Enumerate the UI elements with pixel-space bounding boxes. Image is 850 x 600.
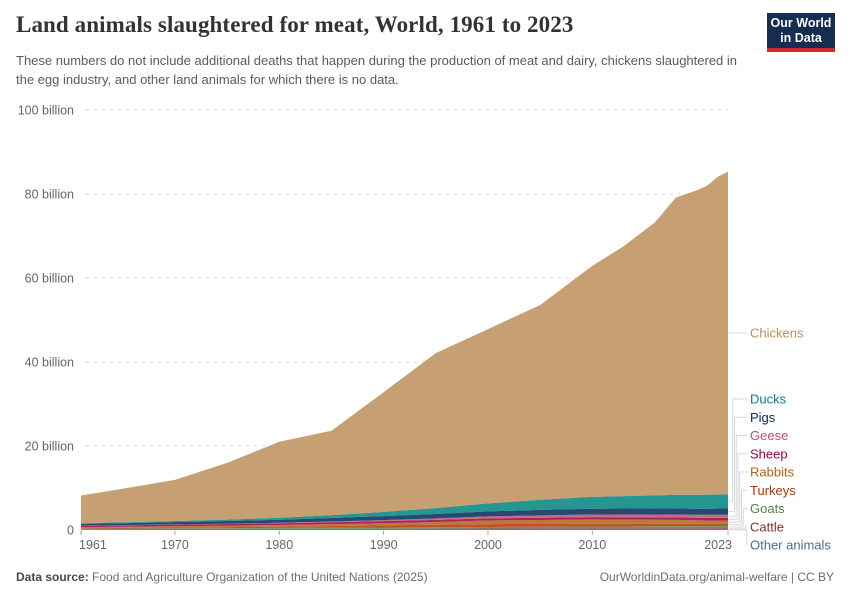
y-axis-tick-label: 100 billion	[18, 104, 74, 118]
area-rabbits[interactable]	[81, 519, 728, 529]
page-title: Land animals slaughtered for meat, World…	[16, 12, 574, 37]
y-axis-tick-label: 0	[67, 524, 74, 538]
area-chickens[interactable]	[81, 171, 728, 524]
area-goats[interactable]	[81, 525, 728, 530]
area-pigs[interactable]	[81, 508, 728, 526]
x-axis-tick-label: 2000	[474, 538, 502, 552]
legend-connector-sheep	[728, 453, 747, 520]
owid-logo[interactable]: Our World in Data	[767, 13, 835, 52]
area-geese[interactable]	[81, 514, 728, 526]
area-sheep[interactable]	[81, 517, 728, 528]
owid-logo-line1: Our World	[770, 16, 832, 30]
area-ducks[interactable]	[81, 494, 728, 524]
legend-connector-cattle	[728, 526, 747, 530]
x-axis-tick-label: 1980	[265, 538, 293, 552]
legend-connector-goats	[728, 508, 747, 528]
data-source-note: Data source: Food and Agriculture Organi…	[16, 570, 428, 584]
x-axis-tick-label: 1970	[161, 538, 189, 552]
legend-label-other-animals[interactable]: Other animals	[750, 538, 831, 553]
legend-label-geese[interactable]: Geese	[750, 428, 788, 443]
legend-connector-geese	[728, 435, 747, 517]
legend-label-rabbits[interactable]: Rabbits	[750, 465, 795, 480]
owid-logo-line2: in Data	[780, 31, 822, 45]
x-axis-tick-label: 1961	[79, 538, 107, 552]
y-axis-tick-label: 80 billion	[25, 188, 74, 202]
legend-connector-other-animals	[728, 529, 748, 546]
legend-label-ducks[interactable]: Ducks	[750, 392, 787, 407]
legend-label-chickens[interactable]: Chickens	[750, 326, 804, 341]
legend-connector-turkeys	[728, 489, 747, 526]
x-axis-tick-label: 1990	[370, 538, 398, 552]
x-axis-tick-label: 2023	[704, 538, 732, 552]
x-axis-tick-label: 2010	[578, 538, 606, 552]
legend-label-turkeys[interactable]: Turkeys	[750, 483, 796, 498]
area-cattle[interactable]	[81, 528, 728, 530]
legend-label-pigs[interactable]: Pigs	[750, 410, 776, 425]
legend-connector-ducks	[728, 398, 747, 502]
y-axis-tick-label: 60 billion	[25, 272, 74, 286]
chart-subtitle: These numbers do not include additional …	[16, 53, 738, 87]
y-axis-tick-label: 20 billion	[25, 440, 74, 454]
data-source-label: Data source:	[16, 570, 89, 584]
legend-label-sheep[interactable]: Sheep	[750, 446, 788, 461]
area-turkeys[interactable]	[81, 523, 728, 529]
y-axis-tick-label: 40 billion	[25, 356, 74, 370]
legend-label-goats[interactable]: Goats	[750, 501, 785, 516]
legend-label-cattle[interactable]: Cattle	[750, 519, 784, 534]
data-source-text: Food and Agriculture Organization of the…	[88, 570, 428, 584]
license-link[interactable]: OurWorldinData.org/animal-welfare | CC B…	[599, 570, 834, 584]
legend-connector-rabbits	[728, 471, 747, 523]
owid-logo-stripe	[767, 48, 835, 52]
legend-connector-pigs	[728, 416, 747, 513]
